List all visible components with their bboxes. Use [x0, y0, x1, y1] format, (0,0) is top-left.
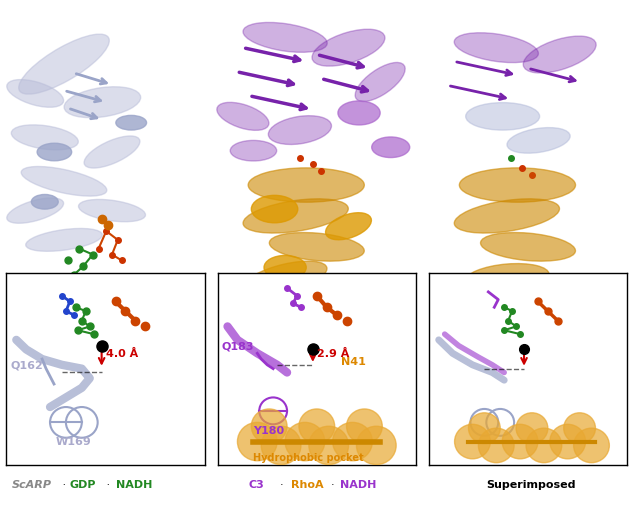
Ellipse shape: [230, 140, 276, 161]
Circle shape: [564, 413, 595, 443]
Ellipse shape: [465, 264, 549, 292]
Circle shape: [237, 422, 277, 461]
Ellipse shape: [243, 22, 327, 53]
Circle shape: [550, 424, 586, 459]
Ellipse shape: [7, 80, 63, 107]
Ellipse shape: [243, 199, 348, 233]
Circle shape: [479, 428, 514, 463]
Ellipse shape: [252, 195, 298, 223]
Circle shape: [333, 422, 372, 461]
Ellipse shape: [12, 125, 78, 150]
Circle shape: [502, 424, 538, 459]
Text: NADH: NADH: [340, 480, 376, 490]
Ellipse shape: [372, 137, 410, 158]
Ellipse shape: [248, 168, 364, 202]
Ellipse shape: [312, 29, 385, 66]
Ellipse shape: [481, 232, 575, 261]
Text: NADH: NADH: [116, 480, 152, 490]
Circle shape: [299, 409, 335, 443]
Ellipse shape: [7, 198, 63, 223]
Ellipse shape: [79, 199, 145, 222]
Text: 2.9 Å: 2.9 Å: [317, 349, 349, 359]
Ellipse shape: [524, 36, 596, 73]
Text: W169: W169: [56, 437, 92, 447]
Circle shape: [516, 413, 548, 443]
Ellipse shape: [243, 261, 327, 294]
Ellipse shape: [19, 34, 109, 94]
Text: Y180: Y180: [253, 426, 284, 436]
Text: ·: ·: [104, 480, 114, 490]
Ellipse shape: [287, 292, 367, 319]
Circle shape: [454, 424, 490, 459]
Text: 4.0 Å: 4.0 Å: [106, 349, 138, 359]
Ellipse shape: [264, 256, 307, 279]
Text: Q162: Q162: [10, 361, 43, 371]
Text: GDP: GDP: [70, 480, 97, 490]
Ellipse shape: [217, 103, 269, 130]
Ellipse shape: [116, 116, 147, 130]
Ellipse shape: [507, 128, 570, 153]
Text: C3: C3: [248, 480, 264, 490]
Ellipse shape: [454, 199, 559, 233]
Ellipse shape: [338, 101, 380, 125]
Ellipse shape: [269, 232, 364, 261]
Circle shape: [252, 409, 287, 443]
Ellipse shape: [460, 168, 575, 202]
Circle shape: [309, 426, 349, 465]
Ellipse shape: [64, 87, 141, 118]
Text: RhoA: RhoA: [291, 480, 323, 490]
Ellipse shape: [355, 63, 405, 102]
Text: ·: ·: [59, 480, 69, 490]
Ellipse shape: [317, 277, 359, 299]
Ellipse shape: [481, 300, 554, 324]
Text: N41: N41: [340, 357, 365, 367]
Circle shape: [573, 428, 609, 463]
Ellipse shape: [283, 305, 330, 326]
Circle shape: [356, 426, 396, 465]
Text: ·: ·: [280, 480, 284, 490]
Text: Superimposed: Superimposed: [486, 480, 576, 490]
Circle shape: [347, 409, 382, 443]
Text: Hydrophobic pocket: Hydrophobic pocket: [253, 453, 364, 463]
Ellipse shape: [84, 136, 140, 168]
Ellipse shape: [26, 228, 102, 251]
Circle shape: [526, 428, 562, 463]
Text: Q183: Q183: [221, 341, 254, 351]
Ellipse shape: [21, 167, 107, 196]
Ellipse shape: [454, 33, 538, 63]
Ellipse shape: [466, 103, 540, 130]
Ellipse shape: [268, 116, 332, 144]
Ellipse shape: [326, 213, 371, 240]
Circle shape: [468, 413, 500, 443]
Text: ·: ·: [331, 480, 335, 490]
Circle shape: [261, 426, 301, 465]
Ellipse shape: [31, 194, 58, 209]
Circle shape: [285, 422, 324, 461]
Ellipse shape: [259, 317, 333, 342]
Text: ScARP: ScARP: [12, 480, 52, 490]
Ellipse shape: [37, 143, 72, 161]
